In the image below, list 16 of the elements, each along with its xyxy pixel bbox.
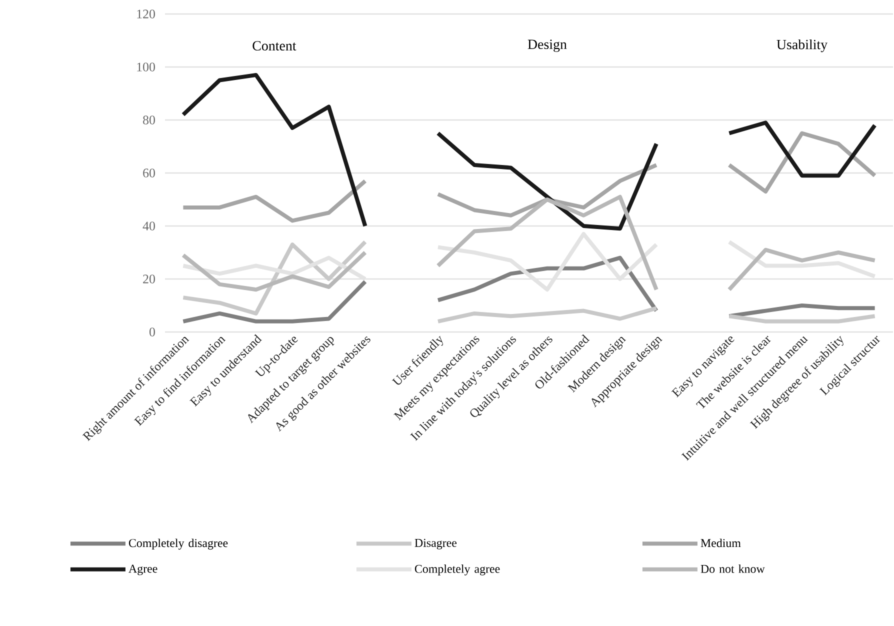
legend-label: Do not know (700, 564, 765, 573)
legend-label: Completely disagree (128, 538, 228, 550)
annotation: Usability (776, 39, 828, 52)
y-tick-label: 0 (150, 328, 155, 336)
y-tick-label: 60 (143, 168, 155, 178)
annotation: Design (528, 40, 567, 52)
y-tick-label: 120 (137, 10, 155, 18)
legend-label: Agree (128, 564, 158, 576)
annotation: Content (252, 41, 296, 50)
y-tick-label: 20 (143, 274, 155, 284)
y-tick-label: 80 (143, 116, 155, 124)
legend-label: Medium (700, 538, 741, 548)
y-tick-label: 100 (137, 62, 155, 72)
legend-label: Completely agree (414, 564, 500, 576)
y-tick-label: 40 (142, 222, 155, 230)
legend-label: Disagree (414, 538, 457, 550)
